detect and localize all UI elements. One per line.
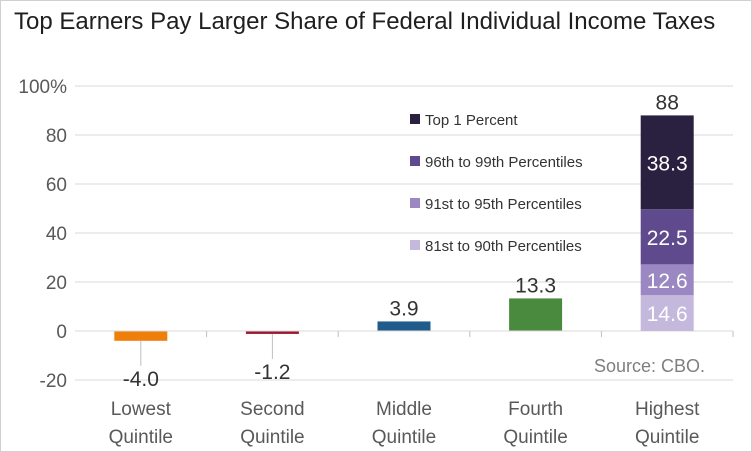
bar <box>114 331 168 341</box>
segment-label: 22.5 <box>647 227 688 250</box>
legend-item-label: Top 1 Percent <box>425 112 518 129</box>
x-tick-label: Quintile <box>109 427 173 448</box>
y-tick-label: 80 <box>46 126 67 147</box>
y-tick-label: 40 <box>46 224 67 245</box>
x-tick-label: Quintile <box>503 427 567 448</box>
legend-swatch <box>410 198 420 208</box>
y-tick-label: -20 <box>40 371 67 392</box>
y-tick-label: 0 <box>56 322 67 343</box>
x-tick-label: Lowest <box>111 399 172 420</box>
x-tick-label: Quintile <box>240 427 304 448</box>
stacked-segment <box>640 209 694 265</box>
data-label: 13.3 <box>515 274 556 297</box>
y-tick-label: 20 <box>46 273 67 294</box>
bar <box>509 298 563 331</box>
x-tick-label: Second <box>240 399 304 420</box>
data-label: -4.0 <box>123 368 159 391</box>
legend-item-label: 81st to 90th Percentiles <box>425 238 582 255</box>
legend-item-label: 96th to 99th Percentiles <box>425 154 583 171</box>
segment-label: 38.3 <box>647 152 688 175</box>
stacked-segment <box>640 264 694 296</box>
data-label: 3.9 <box>389 297 418 320</box>
chart-title: Top Earners Pay Larger Share of Federal … <box>14 8 716 35</box>
segment-label: 12.6 <box>647 270 688 293</box>
y-tick-label: 60 <box>46 175 67 196</box>
total-label: 88 <box>656 91 679 114</box>
y-tick-label: 100% <box>18 77 67 98</box>
bar <box>377 321 431 331</box>
x-tick-label: Highest <box>635 399 700 420</box>
x-tick-label: Quintile <box>635 427 699 448</box>
source-note: Source: CBO. <box>594 356 706 376</box>
segment-label: 14.6 <box>647 303 688 326</box>
bar <box>245 331 299 334</box>
stacked-segment <box>640 295 694 331</box>
legend-swatch <box>410 156 420 166</box>
data-label: -1.2 <box>254 361 290 384</box>
legend-item-label: 91st to 95th Percentiles <box>425 196 582 213</box>
legend-swatch <box>410 114 420 124</box>
x-tick-label: Quintile <box>372 427 436 448</box>
x-tick-label: Fourth <box>508 399 563 420</box>
x-tick-label: Middle <box>376 399 432 420</box>
legend-swatch <box>410 240 420 250</box>
stacked-segment <box>640 115 694 210</box>
